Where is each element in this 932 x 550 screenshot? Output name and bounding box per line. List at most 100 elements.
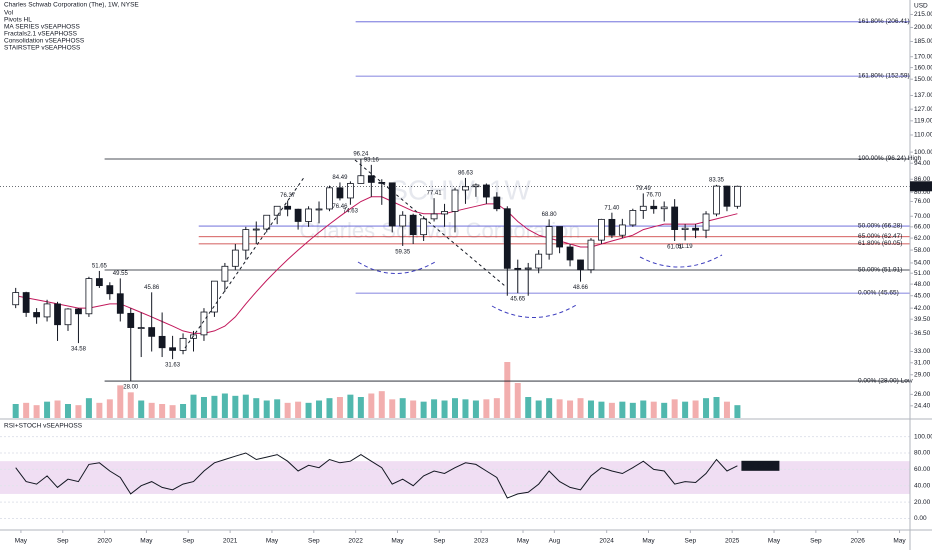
- volume-bar: [138, 400, 145, 418]
- candle: [629, 208, 637, 227]
- candle-body: [702, 213, 710, 231]
- volume-bar: [525, 397, 532, 418]
- candle-body: [12, 292, 20, 306]
- pivot-label: 61.19: [678, 244, 694, 250]
- legend-item: MA SERIES vSEAPHOSS: [4, 24, 81, 31]
- y-tick-label: 62.00: [914, 235, 931, 242]
- candle-body: [472, 184, 480, 188]
- candle-body: [221, 265, 229, 282]
- volume-bar: [368, 393, 375, 418]
- volume-bar: [472, 400, 479, 418]
- volume-bar: [389, 399, 396, 418]
- candle-body: [294, 208, 302, 222]
- candle: [639, 193, 647, 219]
- candle-body: [169, 347, 176, 351]
- candle-body: [650, 205, 658, 210]
- candle: [462, 177, 469, 204]
- candle: [95, 270, 103, 288]
- pivot-label: 77.41: [427, 191, 443, 197]
- y-tick-label: 45.00: [914, 292, 931, 299]
- volume-bar: [640, 400, 647, 418]
- candle: [252, 221, 260, 244]
- rsi-tick-label: 100.00: [914, 433, 932, 440]
- candle: [472, 183, 480, 197]
- candle: [231, 243, 239, 270]
- y-tick-label: 185.00: [914, 38, 932, 45]
- pivot-label: 59.35: [395, 250, 411, 256]
- pivot-label: 45.86: [144, 285, 160, 291]
- candle: [22, 291, 30, 317]
- candle-body: [263, 214, 271, 230]
- candle: [660, 201, 668, 222]
- candle: [514, 259, 522, 294]
- volume-bar: [106, 399, 113, 418]
- candle-body: [399, 214, 407, 227]
- volume-bar: [242, 394, 249, 418]
- pivot-label: 93.16: [364, 157, 380, 163]
- candle: [127, 308, 135, 382]
- pivot-label: 76.46: [332, 204, 348, 210]
- x-tick-label: May: [893, 538, 906, 545]
- y-tick-label: 86.00: [914, 176, 931, 183]
- x-tick-label: 2026: [850, 538, 865, 545]
- y-tick-label: 48.00: [914, 281, 931, 288]
- candle-body: [95, 278, 103, 287]
- volume-bar: [410, 400, 417, 418]
- volume-bar: [629, 402, 636, 418]
- y-tick-label: 42.00: [914, 305, 931, 312]
- volume-bar: [504, 362, 511, 418]
- candle: [399, 211, 407, 246]
- last-price-label: 82.70: [912, 183, 929, 190]
- volume-bar: [148, 402, 155, 418]
- y-tick-label: 66.00: [914, 224, 931, 231]
- y-tick-label: 51.00: [914, 270, 931, 277]
- y-tick-label: 200.00: [914, 24, 932, 31]
- candle-body: [598, 218, 605, 241]
- candle-body: [64, 308, 72, 326]
- x-tick-label: 2024: [599, 538, 614, 545]
- x-tick-label: May: [642, 538, 655, 545]
- candle: [734, 185, 741, 209]
- volume-bar: [357, 397, 364, 418]
- volume-bar: [577, 398, 584, 418]
- candle-body: [524, 267, 532, 270]
- candle-body: [116, 293, 124, 314]
- pivot-label: 28.00: [123, 385, 139, 391]
- candle: [336, 182, 344, 201]
- candle: [221, 262, 229, 292]
- volume-bar: [483, 399, 490, 418]
- candle-body: [681, 227, 689, 230]
- pivot-label: 84.49: [332, 175, 348, 181]
- volume-bar: [211, 395, 218, 418]
- y-tick-label: 39.50: [914, 316, 931, 323]
- candle: [713, 184, 720, 217]
- candle-body: [608, 218, 616, 236]
- candle-body: [211, 280, 218, 313]
- volume-bar: [12, 404, 19, 418]
- volume-bar: [587, 400, 594, 418]
- candle: [409, 213, 417, 244]
- candle-body: [577, 259, 584, 271]
- candle-body: [493, 196, 501, 210]
- candle-body: [734, 185, 741, 207]
- candle: [367, 164, 375, 197]
- rsi-value-box: [741, 460, 780, 471]
- volume-bar: [556, 399, 563, 418]
- plot: 161.80% (206.41) 161.80% (152.59) 100.00% …: [0, 18, 922, 520]
- candle: [148, 292, 156, 352]
- candle: [692, 224, 699, 239]
- pivot-label: 31.63: [165, 363, 181, 369]
- rsi-tick-label: 80.00: [914, 450, 931, 457]
- candle-body: [357, 175, 365, 184]
- y-tick-label: 119.00: [914, 118, 932, 125]
- rsi-title: RSI+STOCH vSEAPHOSS: [4, 423, 83, 430]
- candle: [608, 212, 616, 239]
- x-tick-label: Sep: [57, 538, 69, 545]
- volume-bar: [232, 395, 239, 418]
- candle: [305, 206, 312, 227]
- currency: USD: [914, 3, 928, 10]
- arc: [357, 261, 436, 274]
- volume-bar: [734, 405, 741, 418]
- volume-bar: [64, 404, 71, 418]
- candle: [158, 312, 166, 358]
